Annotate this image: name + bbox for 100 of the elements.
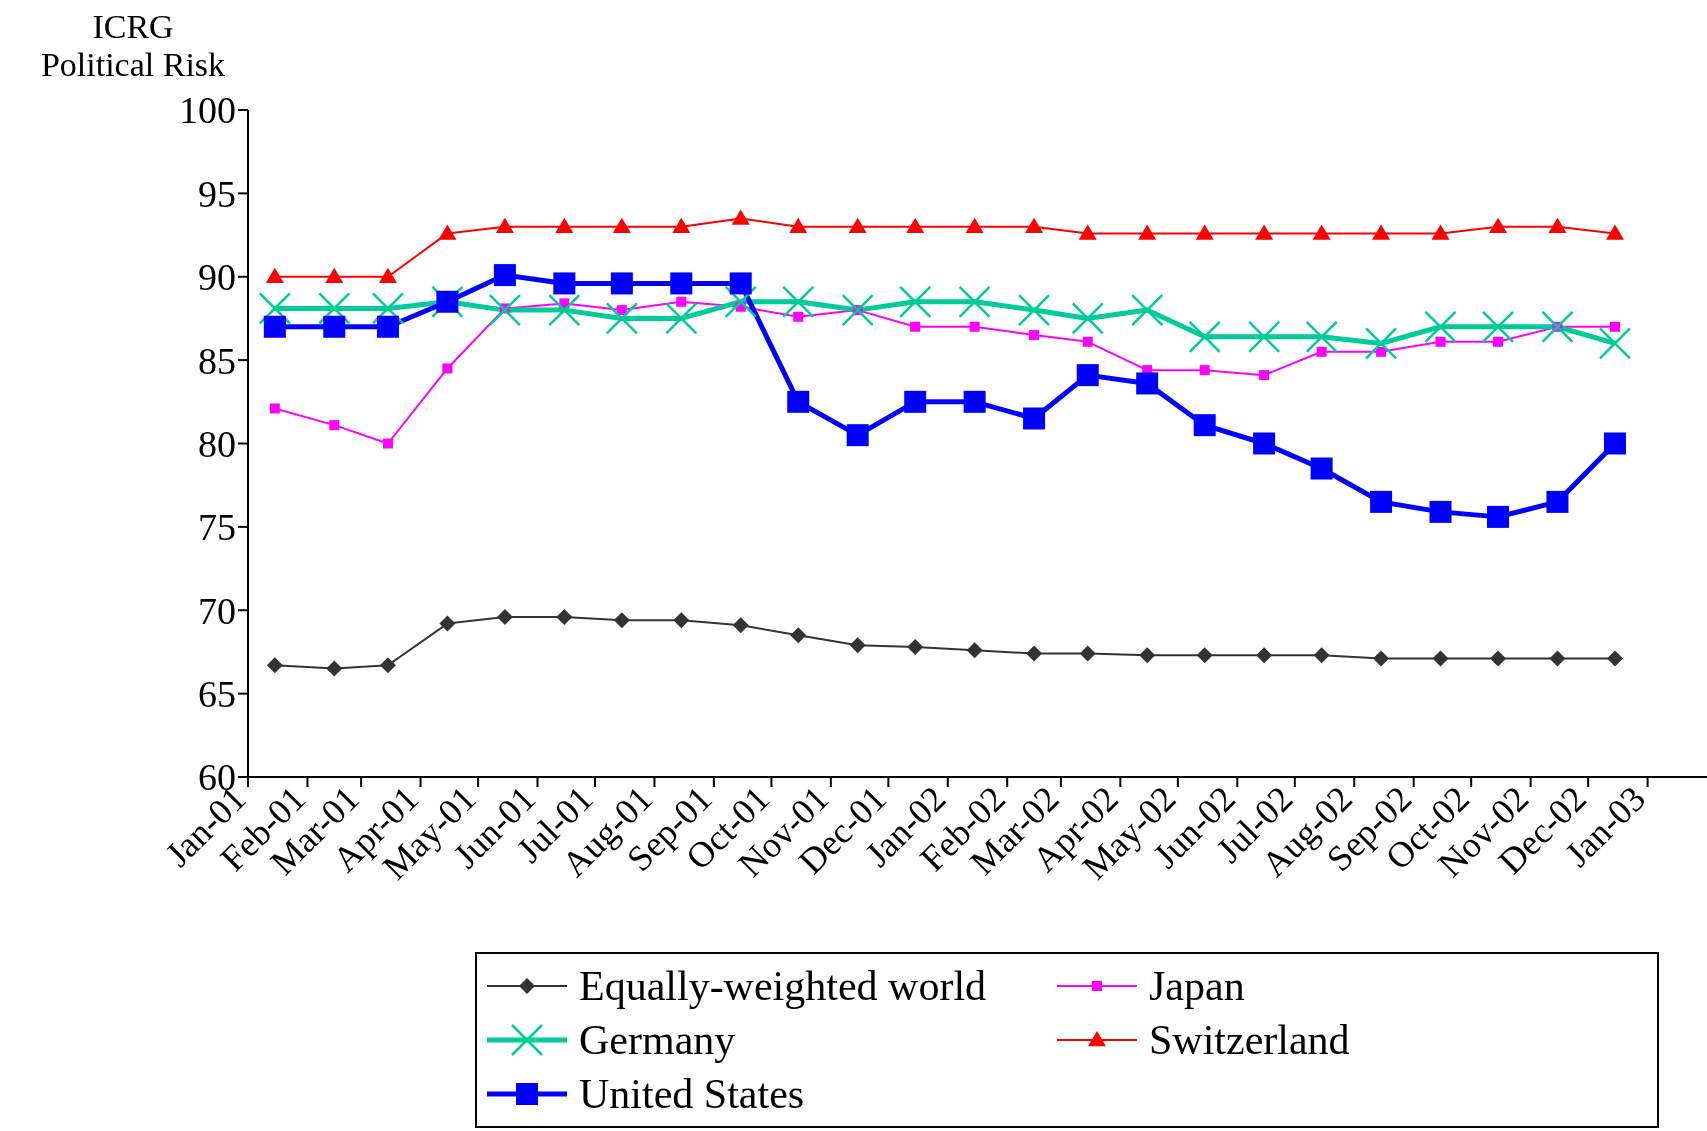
legend-label: United States [579,1070,805,1118]
point [1606,650,1623,667]
point [966,642,983,659]
point [438,224,457,240]
point [910,321,921,332]
point [378,267,397,284]
point [325,267,344,284]
point [1431,224,1450,240]
point [1139,647,1156,664]
point [1312,224,1331,240]
point [323,315,346,338]
point [442,363,453,374]
point [1372,224,1391,240]
point [496,608,513,625]
point [729,272,752,295]
point [1195,224,1214,240]
point [670,272,693,295]
point [1026,645,1043,662]
point [958,285,991,319]
point [1193,414,1216,437]
point [665,302,698,335]
point [1373,650,1390,667]
point [848,217,867,234]
point [963,390,986,413]
point [329,420,340,431]
point [1305,320,1338,354]
point [605,302,639,335]
point [1188,320,1221,354]
point [781,285,815,319]
point [1136,372,1159,395]
point [495,217,514,234]
point [269,403,280,414]
point [548,293,581,327]
point [1546,490,1569,513]
point [1255,224,1274,240]
point [1435,336,1446,347]
y-tick-label: 95 [198,172,236,215]
point [382,438,393,449]
point [1548,217,1567,234]
point [1138,224,1157,240]
point [1481,310,1515,344]
y-tick-label: 90 [198,256,236,299]
point [969,321,980,332]
point [436,290,459,313]
point [1364,327,1398,360]
y-axis-title: ICRG Political Risk [39,8,227,84]
point [376,315,399,338]
point [1078,224,1097,240]
point [610,272,633,295]
point [1609,321,1620,332]
point [613,612,630,629]
y-tick-label: 85 [198,339,236,382]
y-tick-label: 75 [198,506,236,549]
point [1432,650,1449,667]
point [731,209,750,225]
y-tick-label: 80 [198,422,236,465]
point [326,660,343,677]
legend-label: Equally-weighted world [579,962,987,1010]
point [1076,364,1099,387]
point [1079,645,1096,662]
y-tick-label: 65 [198,673,236,716]
point [1424,310,1457,344]
point [1487,505,1510,528]
point [965,217,984,234]
point [555,217,574,234]
legend-label: Germany [579,1016,736,1064]
point [488,293,522,327]
point [732,617,749,634]
point [612,217,631,234]
point [1253,432,1276,455]
point [1199,365,1210,376]
point [1023,407,1046,430]
point [790,627,807,644]
point [553,272,576,295]
point [1017,293,1051,327]
point [898,285,932,319]
point [1493,336,1504,347]
point [673,612,690,629]
legend-label: Japan [1149,962,1245,1010]
point [1603,432,1626,455]
point [1196,647,1213,664]
point [846,424,869,447]
point [1259,370,1270,381]
point [1489,217,1508,234]
point [1370,490,1393,513]
point [1313,647,1330,664]
point [1256,647,1273,664]
point [1310,457,1333,480]
point [906,217,925,234]
point [1598,327,1632,360]
point [1029,330,1040,341]
point [1071,302,1104,335]
point [787,390,810,413]
y-tick-label: 100 [179,89,236,132]
point [676,296,687,307]
point [1605,224,1624,240]
point [1316,346,1327,357]
point [1130,293,1164,327]
point [1247,320,1281,354]
point [263,315,286,338]
